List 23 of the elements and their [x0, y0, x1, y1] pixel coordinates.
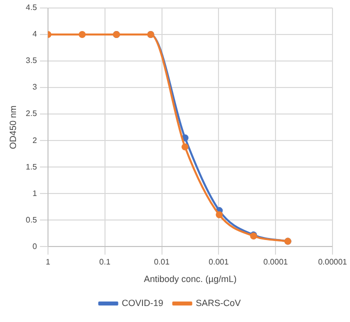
y-tick-label: 4 [32, 30, 38, 39]
x-tick-label: 0.0001 [263, 258, 288, 267]
x-tick-label: 0.00001 [318, 258, 348, 267]
legend-label: COVID-19 [122, 298, 164, 308]
x-tick-label: 0.001 [208, 258, 230, 267]
y-tick-label: 2.5 [26, 109, 38, 118]
x-axis-title: Antibody conc. (µg/mL) [144, 274, 237, 284]
point [182, 143, 189, 150]
y-tick-label: 0 [32, 242, 38, 251]
y-tick-label: 2 [32, 136, 38, 145]
x-tick-label: 1 [46, 258, 51, 267]
y-tick-label: 4.5 [26, 3, 38, 12]
x-tick-label: 0.01 [154, 258, 170, 267]
y-axis-title: OD450 nm [8, 106, 18, 150]
y-tick-label: 1 [32, 188, 38, 198]
legend-label: SARS-CoV [196, 298, 241, 308]
y-tick-label: 3.5 [26, 56, 38, 66]
y-tick-label: 0.5 [26, 215, 38, 224]
y-tick-label: 1.5 [26, 162, 38, 172]
y-tick-label: 3 [32, 82, 38, 92]
point [216, 211, 223, 218]
point [78, 31, 86, 38]
x-tick-label: 0.1 [99, 258, 111, 267]
